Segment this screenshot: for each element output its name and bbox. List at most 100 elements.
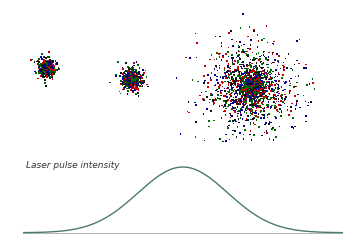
Point: [132, 77, 138, 81]
Point: [47, 64, 52, 68]
Point: [245, 85, 251, 89]
Point: [238, 69, 243, 73]
Point: [248, 110, 253, 114]
Point: [135, 77, 141, 80]
Point: [132, 81, 138, 85]
Point: [275, 103, 281, 107]
Point: [44, 68, 50, 71]
Point: [259, 76, 265, 80]
Point: [235, 81, 241, 85]
Point: [250, 78, 255, 81]
Point: [235, 61, 240, 65]
Point: [44, 64, 50, 68]
Point: [242, 71, 247, 75]
Point: [44, 65, 50, 69]
Point: [228, 93, 233, 97]
Point: [47, 63, 52, 67]
Point: [130, 79, 135, 83]
Point: [129, 72, 134, 76]
Point: [243, 96, 249, 100]
Point: [125, 78, 131, 81]
Point: [258, 73, 263, 77]
Point: [129, 75, 134, 79]
Point: [44, 66, 50, 70]
Point: [259, 80, 264, 84]
Point: [252, 86, 257, 89]
Point: [132, 81, 138, 85]
Point: [245, 84, 251, 88]
Point: [128, 76, 134, 80]
Point: [224, 86, 229, 90]
Point: [213, 35, 218, 38]
Point: [126, 80, 132, 84]
Point: [44, 64, 49, 68]
Point: [232, 92, 238, 95]
Point: [136, 79, 141, 83]
Point: [244, 78, 250, 81]
Point: [258, 84, 264, 87]
Point: [130, 83, 136, 86]
Point: [250, 90, 255, 94]
Point: [247, 90, 252, 94]
Point: [230, 58, 236, 62]
Point: [44, 65, 50, 69]
Point: [130, 75, 135, 79]
Point: [247, 79, 252, 82]
Point: [127, 80, 133, 84]
Point: [294, 102, 299, 106]
Point: [239, 66, 245, 70]
Point: [46, 70, 51, 74]
Point: [47, 68, 52, 72]
Point: [237, 102, 243, 106]
Point: [128, 78, 134, 82]
Point: [253, 80, 259, 84]
Point: [38, 62, 43, 66]
Point: [50, 66, 56, 70]
Point: [269, 87, 275, 91]
Point: [128, 77, 134, 81]
Point: [45, 65, 50, 69]
Point: [253, 85, 259, 89]
Point: [231, 100, 237, 104]
Point: [206, 101, 212, 104]
Point: [217, 66, 222, 70]
Point: [213, 83, 218, 86]
Point: [122, 75, 128, 79]
Point: [142, 69, 148, 72]
Point: [44, 69, 50, 72]
Point: [245, 92, 251, 96]
Point: [253, 86, 259, 89]
Point: [246, 88, 252, 91]
Point: [261, 109, 267, 113]
Point: [244, 93, 250, 96]
Point: [50, 60, 56, 64]
Point: [44, 66, 50, 70]
Point: [131, 66, 136, 70]
Point: [261, 69, 267, 73]
Point: [235, 110, 241, 114]
Point: [225, 90, 231, 94]
Point: [47, 63, 53, 67]
Point: [124, 78, 129, 82]
Point: [265, 84, 271, 88]
Point: [250, 86, 256, 89]
Point: [240, 77, 246, 81]
Point: [234, 67, 239, 71]
Point: [131, 74, 136, 78]
Point: [273, 116, 279, 120]
Point: [249, 86, 255, 90]
Point: [245, 76, 250, 80]
Point: [247, 68, 252, 72]
Point: [247, 86, 252, 90]
Point: [133, 82, 139, 86]
Point: [44, 66, 49, 70]
Point: [123, 77, 128, 81]
Point: [248, 85, 253, 89]
Point: [256, 82, 261, 86]
Point: [250, 84, 255, 88]
Point: [254, 88, 259, 92]
Point: [252, 94, 257, 98]
Point: [138, 74, 144, 77]
Point: [217, 55, 222, 59]
Point: [40, 62, 45, 66]
